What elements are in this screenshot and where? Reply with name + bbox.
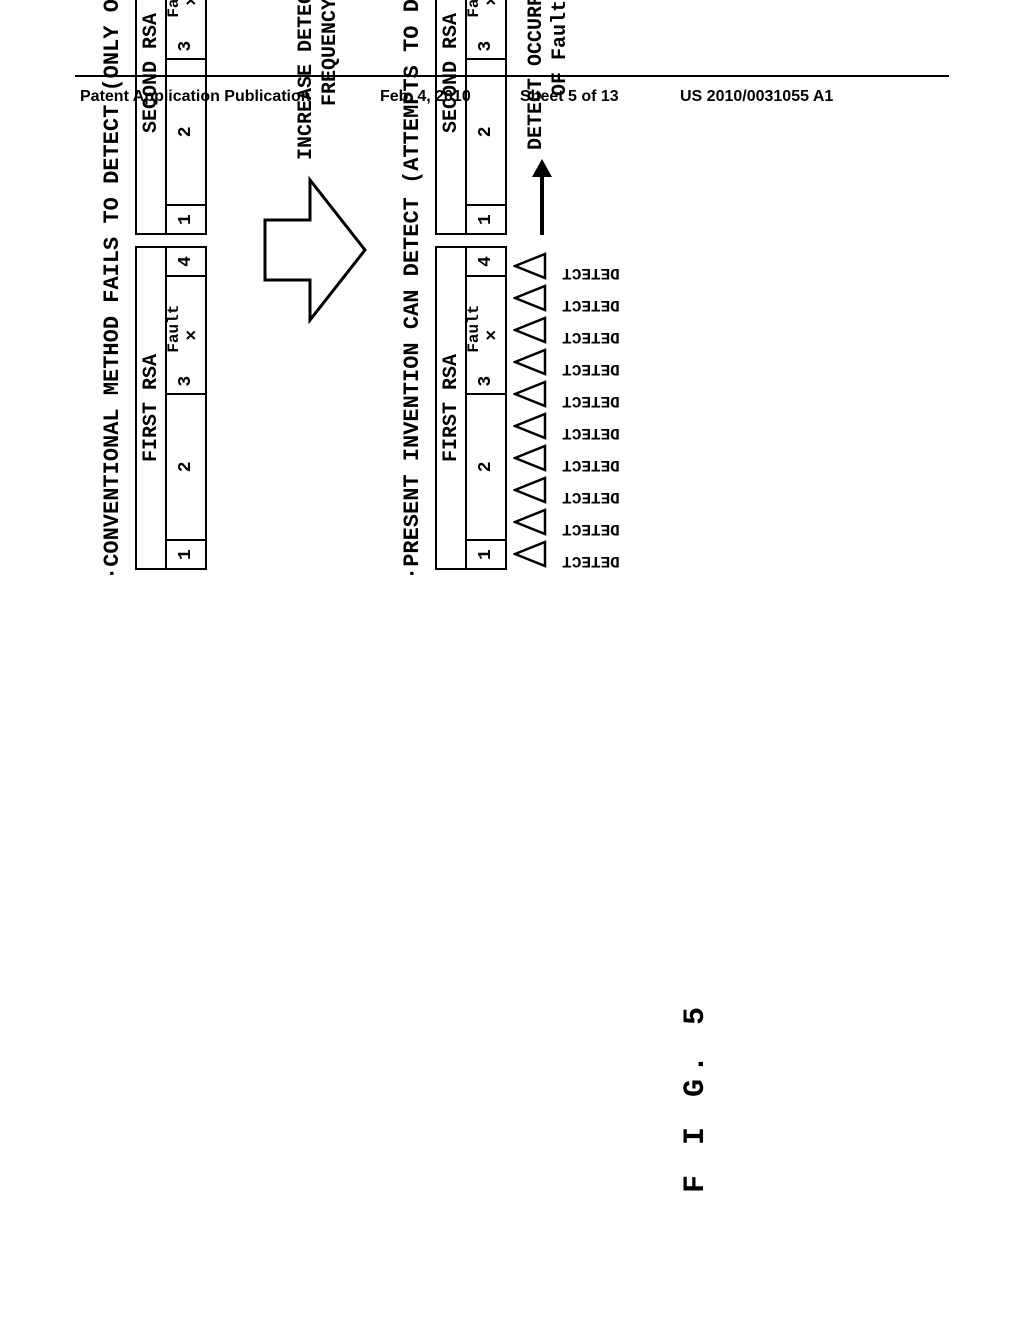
conventional-title: ·CONVENTIONAL METHOD FAILS TO DETECT (ON…	[100, 0, 125, 580]
fault-label: Fault	[465, 0, 483, 18]
detect-vertical-label: DETECT	[562, 328, 620, 346]
step-number: 3	[476, 41, 496, 52]
step-cell: 2	[467, 393, 505, 539]
step-cell: 1	[467, 204, 505, 233]
result-line: DETECT OCCURRENCE	[525, 0, 549, 150]
detect-vertical-label: DETECT	[562, 392, 620, 410]
step-number: 3	[176, 41, 196, 52]
step-number: 3	[176, 376, 196, 387]
conventional-second-rsa-table: SECOND RSA 1 2 3 Fault × 4	[135, 0, 207, 235]
detect-vertical-label: DETECT	[562, 264, 620, 282]
step-cell: 2	[167, 58, 205, 204]
fault-label: Fault	[165, 305, 183, 353]
step-cell: 1	[167, 539, 205, 568]
conventional-first-rsa-table: FIRST RSA 1 2 3 Fault × 4	[135, 246, 207, 570]
figure-5-diagram: ·CONVENTIONAL METHOD FAILS TO DETECT (ON…	[100, 0, 880, 580]
detect-vertical-label: DETECT	[562, 424, 620, 442]
detect-vertical-label: DETECT	[562, 360, 620, 378]
present-second-rsa-table: SECOND RSA 1 2 3 Fault × 4	[435, 0, 507, 235]
x-mark-icon: ×	[483, 330, 503, 341]
figure-label: F I G. 5	[679, 1001, 713, 1193]
first-rsa-header: FIRST RSA	[137, 248, 167, 568]
detect-occurrence-label: DETECT OCCURRENCE OF Fault	[525, 0, 573, 150]
detect-vertical-label: DETECT	[562, 488, 620, 506]
second-rsa-header: SECOND RSA	[437, 0, 467, 233]
x-mark-icon: ×	[183, 0, 203, 6]
result-line: OF Fault	[549, 0, 573, 150]
fault-label: Fault	[465, 305, 483, 353]
step-cell: 1	[467, 539, 505, 568]
arrow-head-icon	[532, 159, 552, 177]
transition-label: INCREASE DETECTION FREQUENCY	[295, 0, 343, 160]
first-rsa-header: FIRST RSA	[437, 248, 467, 568]
step-cell: 3 Fault ×	[167, 0, 205, 58]
step-cell: 3 Fault ×	[167, 275, 205, 393]
step-cell: 3 Fault ×	[467, 0, 505, 58]
x-mark-icon: ×	[183, 330, 203, 341]
detect-vertical-label: DETECT	[562, 552, 620, 570]
present-first-rsa-table: FIRST RSA 1 2 3 Fault × 4	[435, 246, 507, 570]
step-cell: 4	[167, 248, 205, 275]
step-cell: 4	[467, 248, 505, 275]
transition-line: INCREASE DETECTION	[295, 0, 319, 160]
step-cell: 2	[467, 58, 505, 204]
detect-vertical-label: DETECT	[562, 456, 620, 474]
step-number: 3	[476, 376, 496, 387]
detect-triangles-row	[513, 250, 552, 570]
transition-line: FREQUENCY	[319, 0, 343, 160]
step-cell: 2	[167, 393, 205, 539]
big-arrow-icon	[260, 170, 370, 330]
present-title: ·PRESENT INVENTION CAN DETECT (ATTEMPTS …	[400, 0, 425, 580]
detect-vertical-label: DETECT	[562, 520, 620, 538]
step-cell: 3 Fault ×	[467, 275, 505, 393]
detect-vertical-label: DETECT	[562, 296, 620, 314]
x-mark-icon: ×	[483, 0, 503, 6]
arrow-line	[540, 175, 544, 235]
second-rsa-header: SECOND RSA	[137, 0, 167, 233]
fault-label: Fault	[165, 0, 183, 18]
step-cell: 1	[167, 204, 205, 233]
